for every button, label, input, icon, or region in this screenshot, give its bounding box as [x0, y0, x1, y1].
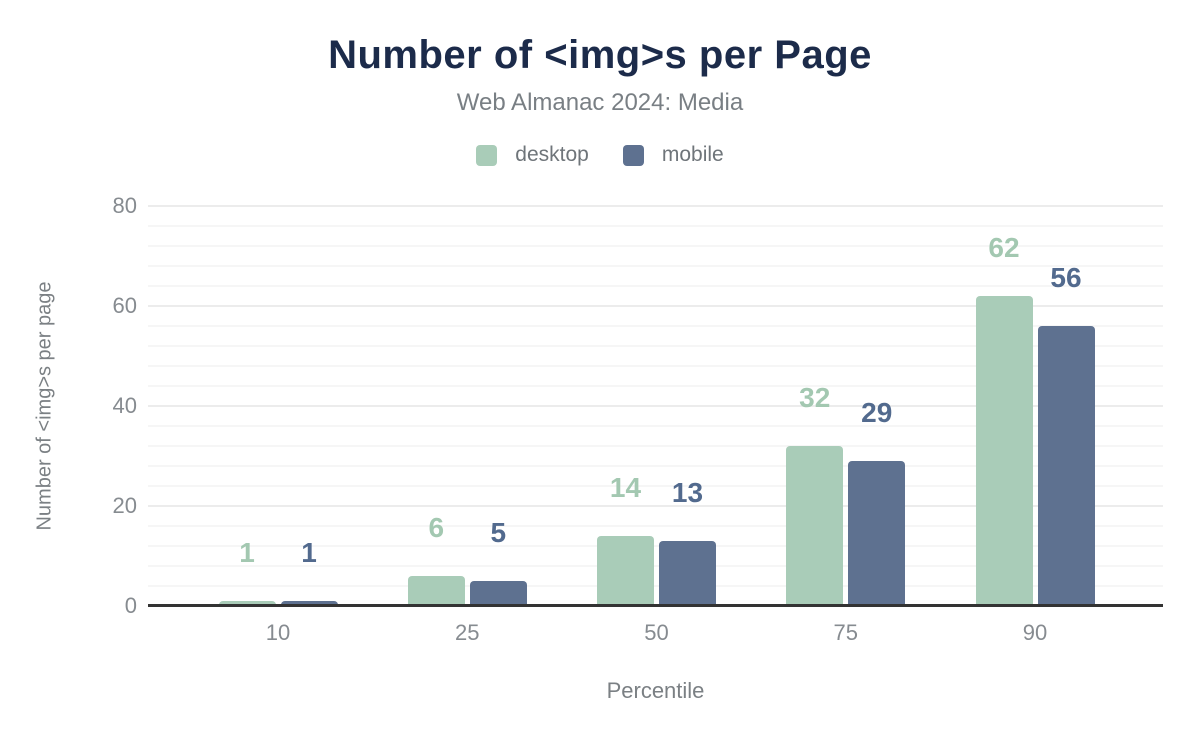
- minor-gridline: [148, 545, 1163, 547]
- minor-gridline: [148, 425, 1163, 427]
- bar-mobile-p75: [848, 461, 906, 606]
- minor-gridline: [148, 385, 1163, 387]
- minor-gridline: [148, 565, 1163, 567]
- x-tick-label: 10: [265, 620, 291, 645]
- minor-gridline: [148, 245, 1163, 247]
- x-tick-label: 50: [644, 620, 669, 645]
- x-axis-line: [148, 604, 1163, 607]
- y-tick-label: 0: [124, 593, 137, 618]
- legend-label-mobile: mobile: [661, 143, 724, 166]
- legend-item-mobile: mobile: [622, 143, 724, 167]
- x-tick-label: 25: [455, 620, 480, 645]
- bar-value-desktop-p50: 14: [609, 472, 642, 503]
- bar-value-mobile-p90: 56: [1050, 262, 1082, 293]
- major-gridline: [148, 305, 1163, 307]
- bar-value-desktop-p10: 1: [239, 537, 255, 568]
- minor-gridline: [148, 285, 1163, 287]
- minor-gridline: [148, 345, 1163, 347]
- chart-title: Number of <img>s per Page: [328, 33, 872, 77]
- bar-desktop-p50: [597, 536, 654, 606]
- x-tick-label: 90: [1022, 620, 1048, 645]
- legend-swatch-mobile-icon: [622, 144, 644, 166]
- legend: desktop mobile: [0, 143, 1200, 167]
- x-axis-title: Percentile: [606, 678, 705, 703]
- bar-value-mobile-p50: 13: [671, 477, 704, 508]
- x-tick-label: 75: [833, 620, 858, 645]
- bar-desktop-p10: [218, 601, 276, 606]
- y-tick-label: 60: [112, 293, 137, 318]
- bar-mobile-p90: [1037, 326, 1095, 606]
- major-gridline: [148, 505, 1163, 507]
- legend-label-desktop: desktop: [515, 143, 589, 166]
- bar-value-mobile-p25: 5: [490, 517, 507, 548]
- legend-swatch-desktop-icon: [476, 144, 498, 166]
- bar-value-desktop-p75: 32: [799, 382, 831, 413]
- bar-desktop-p90: [975, 296, 1033, 606]
- bar-mobile-p10: [280, 601, 338, 606]
- legend-item-desktop: desktop: [476, 143, 589, 167]
- bar-mobile-p25: [469, 581, 527, 606]
- bar-desktop-p25: [407, 576, 465, 606]
- minor-gridline: [148, 325, 1163, 327]
- minor-gridline: [148, 225, 1163, 227]
- bar-value-desktop-p90: 62: [988, 232, 1020, 263]
- minor-gridline: [148, 265, 1163, 267]
- minor-gridline: [148, 525, 1163, 527]
- major-gridline: [148, 405, 1163, 407]
- bar-value-mobile-p10: 1: [301, 537, 317, 568]
- bar-mobile-p50: [659, 541, 716, 606]
- minor-gridline: [148, 445, 1163, 447]
- minor-gridline: [148, 585, 1163, 587]
- bar-desktop-p75: [786, 446, 844, 606]
- minor-gridline: [148, 465, 1163, 467]
- chart-subtitle: Web Almanac 2024: Media: [456, 89, 744, 116]
- major-gridline: [148, 205, 1163, 207]
- minor-gridline: [148, 485, 1163, 487]
- minor-gridline: [148, 365, 1163, 367]
- bar-value-desktop-p25: 6: [428, 512, 445, 543]
- y-tick-label: 80: [112, 193, 137, 218]
- y-tick-label: 40: [112, 393, 137, 418]
- y-tick-label: 20: [112, 493, 137, 518]
- bar-value-mobile-p75: 29: [861, 397, 893, 428]
